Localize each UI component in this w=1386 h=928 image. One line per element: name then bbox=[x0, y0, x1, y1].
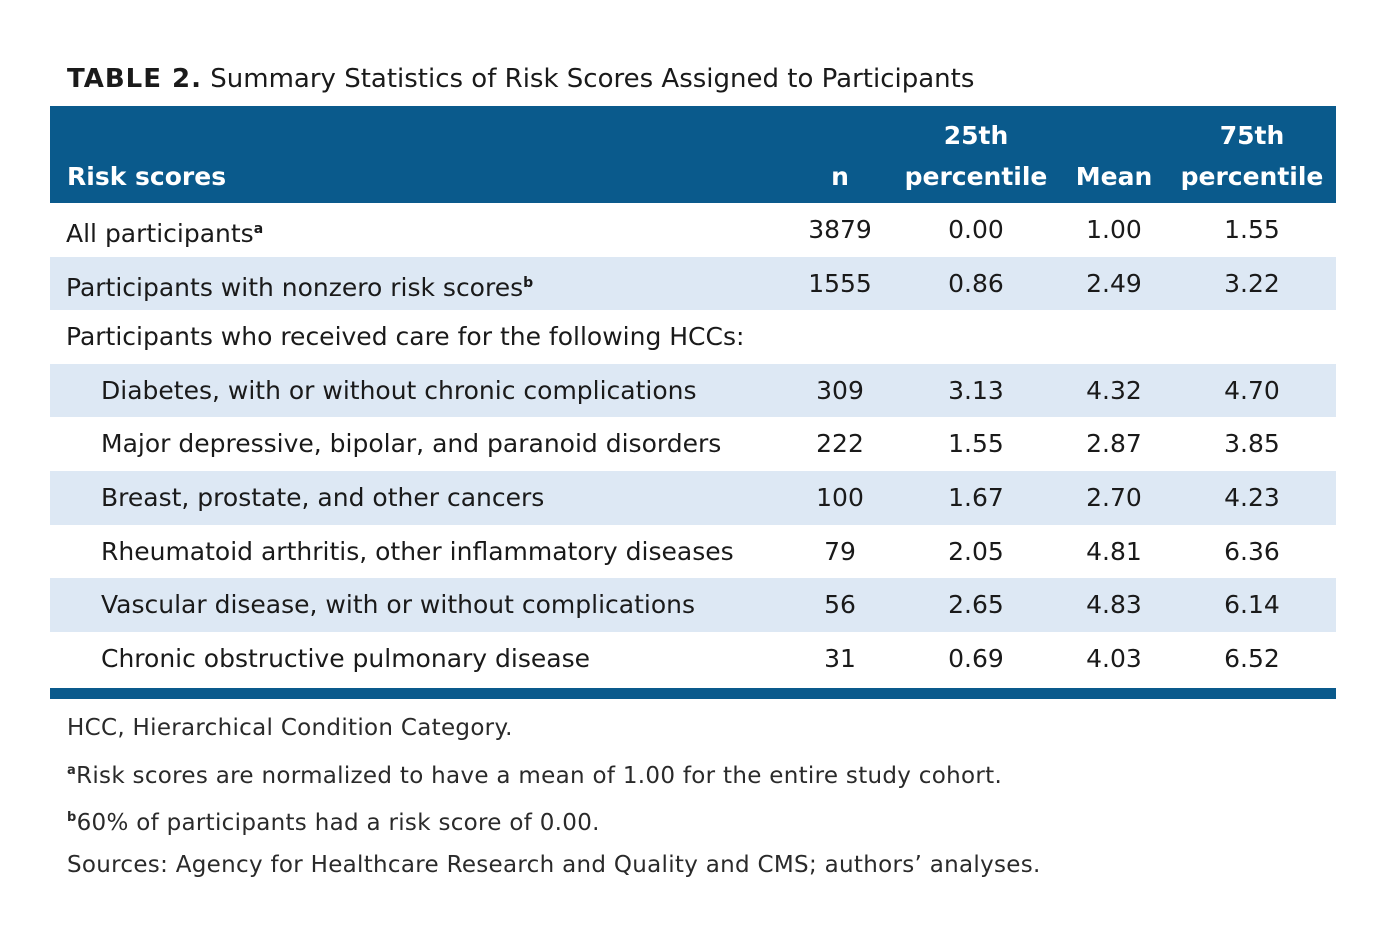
cell-25th: 0.00 bbox=[948, 215, 1004, 244]
table-row: Major depressive, bipolar, and paranoid … bbox=[50, 417, 1336, 471]
cell-n: 1555 bbox=[808, 268, 872, 298]
cell-n: 222 bbox=[816, 429, 864, 459]
header-25th-line1: 25th bbox=[943, 121, 1009, 150]
table-header: Risk scores n 25th percentile Mean 75th … bbox=[50, 106, 1336, 203]
table-row: Breast, prostate, and other cancers 100 … bbox=[50, 470, 1336, 525]
header-75th-percentile: 75th percentile bbox=[1172, 115, 1332, 197]
footnote-b: b60% of participants had a risk score of… bbox=[67, 810, 600, 836]
cell-n: 31 bbox=[824, 643, 856, 673]
header-risk-scores: Risk scores bbox=[67, 162, 227, 191]
cell-n: 3879 bbox=[808, 215, 872, 244]
cell-25th: 2.05 bbox=[948, 536, 1004, 566]
cell-n: 79 bbox=[824, 536, 856, 566]
cell-n: 56 bbox=[824, 590, 856, 620]
row-label: All participantsa bbox=[66, 219, 264, 248]
cell-n: 100 bbox=[816, 482, 864, 512]
cell-mean: 4.32 bbox=[1086, 375, 1142, 405]
header-25th-line2: percentile bbox=[904, 162, 1048, 191]
footnote-b-marker: b bbox=[67, 810, 77, 825]
table-row: Diabetes, with or without chronic compli… bbox=[50, 363, 1336, 418]
row-label: Participants with nonzero risk scoresb bbox=[66, 272, 534, 302]
row-label: Participants who received care for the f… bbox=[66, 322, 745, 352]
row-label: Diabetes, with or without chronic compli… bbox=[101, 375, 697, 405]
table-caption: TABLE 2. Summary Statistics of Risk Scor… bbox=[67, 60, 974, 98]
cell-n: 309 bbox=[816, 375, 864, 405]
header-75th-line1: 75th bbox=[1219, 121, 1285, 150]
cell-25th: 1.55 bbox=[948, 429, 1004, 459]
cell-75th: 6.36 bbox=[1224, 536, 1280, 566]
cell-mean: 2.70 bbox=[1086, 482, 1142, 512]
table-row: Chronic obstructive pulmonary disease 31… bbox=[50, 632, 1336, 686]
cell-75th: 1.55 bbox=[1224, 215, 1280, 244]
abbreviation-note: HCC, Hierarchical Condition Category. bbox=[67, 715, 513, 741]
cell-mean: 4.03 bbox=[1086, 643, 1142, 673]
table-number: TABLE 2. bbox=[67, 64, 203, 94]
cell-25th: 2.65 bbox=[948, 590, 1004, 620]
table-footnotes: HCC, Hierarchical Condition Category. aR… bbox=[67, 708, 1041, 886]
cell-75th: 6.14 bbox=[1224, 590, 1280, 620]
cell-25th: 0.69 bbox=[948, 643, 1004, 673]
cell-25th: 3.13 bbox=[948, 375, 1004, 405]
table-row: Participants with nonzero risk scoresb 1… bbox=[50, 256, 1336, 311]
table-row: All participantsa 3879 0.00 1.00 1.55 bbox=[50, 203, 1336, 257]
table-title: Summary Statistics of Risk Scores Assign… bbox=[210, 64, 975, 94]
table-row-group-heading: Participants who received care for the f… bbox=[50, 310, 1336, 364]
footnote-marker: a bbox=[253, 221, 264, 237]
cell-75th: 4.70 bbox=[1224, 375, 1280, 405]
cell-25th: 0.86 bbox=[948, 268, 1004, 298]
footnote-a-marker: a bbox=[67, 762, 77, 778]
cell-75th: 6.52 bbox=[1224, 643, 1280, 673]
cell-75th: 4.23 bbox=[1224, 482, 1280, 512]
cell-25th: 1.67 bbox=[948, 482, 1004, 512]
table-row: Vascular disease, with or without compli… bbox=[50, 578, 1336, 632]
cell-mean: 2.49 bbox=[1086, 268, 1142, 298]
cell-mean: 1.00 bbox=[1086, 215, 1142, 244]
table-bottom-rule bbox=[50, 688, 1336, 700]
cell-75th: 3.85 bbox=[1224, 429, 1280, 459]
row-label: Vascular disease, with or without compli… bbox=[101, 590, 695, 620]
header-n: n bbox=[831, 162, 849, 191]
header-75th-line2: percentile bbox=[1180, 162, 1324, 191]
header-mean: Mean bbox=[1075, 162, 1153, 191]
sources-note: Sources: Agency for Healthcare Research … bbox=[67, 851, 1041, 878]
cell-75th: 3.22 bbox=[1224, 268, 1280, 298]
header-25th-percentile: 25th percentile bbox=[896, 115, 1056, 197]
cell-mean: 4.83 bbox=[1086, 590, 1142, 620]
risk-score-table: Risk scores n 25th percentile Mean 75th … bbox=[50, 106, 1336, 700]
cell-mean: 2.87 bbox=[1086, 429, 1142, 459]
row-label: Chronic obstructive pulmonary disease bbox=[101, 643, 590, 673]
row-label: Breast, prostate, and other cancers bbox=[101, 482, 545, 512]
row-label: Rheumatoid arthritis, other inflammatory… bbox=[101, 536, 734, 566]
table-row: Rheumatoid arthritis, other inflammatory… bbox=[50, 525, 1336, 579]
footnote-marker: b bbox=[523, 274, 534, 291]
cell-mean: 4.81 bbox=[1086, 536, 1142, 566]
row-label: Major depressive, bipolar, and paranoid … bbox=[101, 429, 722, 459]
footnote-a: aRisk scores are normalized to have a me… bbox=[67, 762, 1003, 789]
